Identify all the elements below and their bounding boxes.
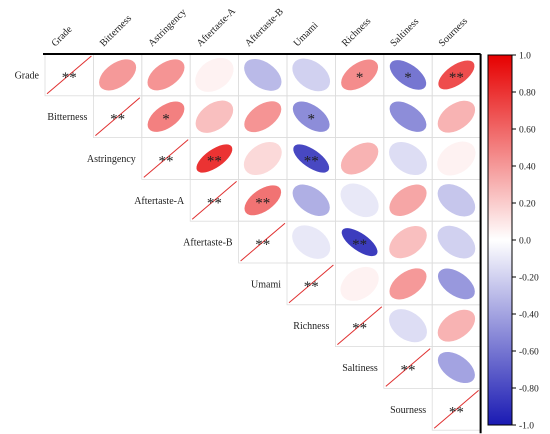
- correlation-ellipse: [293, 144, 330, 173]
- colorbar-tick-label: 1.0: [519, 52, 531, 62]
- row-label: Sourness: [390, 405, 426, 416]
- significance-mark: **: [255, 237, 270, 253]
- correlation-ellipse: [195, 100, 234, 133]
- significance-mark: **: [304, 279, 319, 295]
- significance-mark: **: [401, 363, 416, 379]
- significance-mark: **: [62, 70, 77, 86]
- column-label: Umami: [292, 20, 321, 49]
- column-label: Richness: [340, 16, 373, 49]
- diagonal-line: [433, 390, 479, 429]
- significance-mark: **: [352, 237, 367, 253]
- ellipse-layer: [46, 55, 479, 429]
- correlation-ellipse: [340, 183, 379, 218]
- column-label: Aftertaste-A: [195, 5, 239, 49]
- colorbar-gradient: [487, 54, 513, 426]
- correlation-ellipse: [437, 100, 476, 133]
- colorbar-tick-label: -0.20: [519, 274, 539, 284]
- correlation-ellipse: [292, 225, 331, 259]
- significance-mark: **: [449, 70, 464, 86]
- row-label: Grade: [15, 70, 40, 81]
- significance-mark: **: [352, 321, 367, 337]
- colorbar-tick-label: 0.60: [519, 126, 536, 136]
- row-label: Umami: [251, 279, 281, 290]
- correlation-ellipse: [437, 351, 475, 384]
- correlation-ellipse: [438, 60, 475, 90]
- column-label: Bitterness: [98, 13, 134, 49]
- column-label: Sourness: [437, 16, 470, 49]
- correlation-ellipse: [341, 228, 378, 257]
- colorbar-tick-label: 0.80: [519, 89, 536, 99]
- significance-mark: **: [255, 195, 270, 211]
- correlation-ellipse: [389, 141, 427, 176]
- correlation-ellipse: [340, 266, 379, 301]
- correlation-ellipse: [292, 184, 330, 217]
- colorbar-tick-label: -1.0: [519, 422, 534, 432]
- significance-mark: **: [207, 154, 222, 170]
- significance-mark: *: [404, 70, 412, 86]
- correlation-ellipse: [437, 309, 476, 342]
- significance-mark: **: [449, 404, 464, 420]
- significance-mark: **: [207, 195, 222, 211]
- diagonal-line: [95, 97, 141, 136]
- significance-mark: **: [110, 112, 125, 128]
- diagonal-line: [288, 264, 334, 304]
- diagonal-line: [385, 348, 431, 387]
- correlation-ellipse: [389, 268, 427, 300]
- colorbar: 1.0 0.80 0.60 0.40 0.20 0.0 -0.20 -0.40 -0.60 -0.…: [487, 52, 539, 432]
- correlation-ellipse: [244, 185, 282, 216]
- diagonal-line: [191, 181, 237, 220]
- correlation-ellipse: [389, 101, 427, 132]
- correlation-ellipse: [437, 225, 476, 259]
- correlation-ellipse: [244, 58, 282, 91]
- correlation-ellipse: [389, 60, 427, 90]
- correlation-ellipse: [340, 142, 379, 175]
- significance-mark: *: [356, 70, 364, 86]
- correlation-ellipse: [437, 184, 476, 217]
- correlation-ellipse: [389, 309, 427, 343]
- column-label: Saltiness: [388, 16, 421, 49]
- diagonal-line: [143, 139, 189, 178]
- row-label: Aftertaste-B: [183, 238, 233, 249]
- column-label: Aftertaste-B: [243, 6, 286, 49]
- colorbar-tick-label: -0.40: [519, 311, 539, 321]
- significance-mark: *: [162, 112, 170, 128]
- row-label: Astringency: [87, 154, 136, 165]
- diagonal-line: [46, 55, 92, 95]
- significance-mark: **: [159, 154, 174, 170]
- diagonal-line: [337, 306, 383, 345]
- correlation-ellipse: [341, 59, 379, 91]
- colorbar-tick-label: 0.0: [519, 237, 531, 247]
- colorbar-tick-label: -0.60: [519, 348, 539, 358]
- diagonal-line: [240, 222, 286, 262]
- row-label: Richness: [293, 321, 329, 332]
- correlation-ellipse: [147, 59, 185, 91]
- significance-mark: **: [304, 154, 319, 170]
- correlation-ellipse: [147, 101, 185, 132]
- column-label: Grade: [50, 24, 75, 49]
- correlation-ellipse: [195, 57, 234, 92]
- row-label: Aftertaste-A: [134, 196, 185, 207]
- correlation-ellipse: [340, 99, 379, 134]
- row-label: Saltiness: [342, 363, 378, 374]
- correlation-ellipse: [292, 101, 330, 132]
- row-label: Bitterness: [47, 112, 87, 123]
- correlation-ellipse: [244, 101, 282, 133]
- correlation-ellipse: [437, 268, 475, 300]
- correlation-ellipse: [99, 59, 137, 91]
- correlation-ellipse: [389, 184, 427, 217]
- correlation-ellipse: [389, 225, 427, 259]
- correlation-ellipse: [437, 141, 476, 176]
- colorbar-tick-label: 0.40: [519, 163, 536, 173]
- significance-mark: *: [307, 112, 315, 128]
- colorbar-tick-label: -0.80: [519, 385, 539, 395]
- colorbar-tick-label: 0.20: [519, 200, 536, 210]
- correlation-ellipse: [292, 58, 331, 92]
- colorbar-ticks: 1.0 0.80 0.60 0.40 0.20 0.0 -0.20 -0.40 -0.60 -0.…: [512, 52, 539, 432]
- correlation-ellipse: [196, 144, 233, 173]
- correlation-ellipse: [243, 141, 282, 176]
- column-label: Astringency: [146, 7, 188, 49]
